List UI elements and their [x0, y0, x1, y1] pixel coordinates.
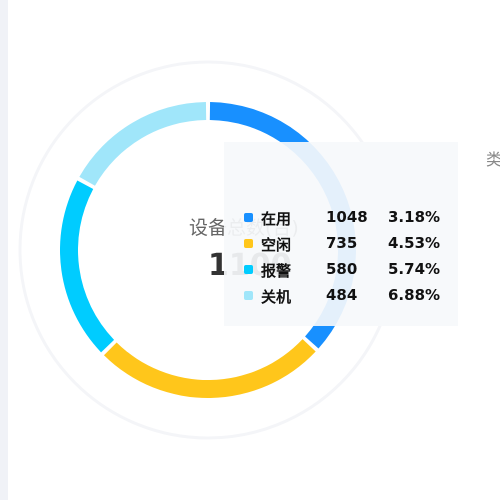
- slice-off[interactable]: [79, 102, 207, 186]
- legend-count: 580: [326, 260, 358, 278]
- legend-percent: 3.18%: [388, 208, 441, 226]
- legend-name: 关机: [261, 288, 292, 306]
- legend-swatch: [244, 265, 253, 274]
- slice-idle[interactable]: [103, 339, 316, 398]
- legend-swatch: [244, 213, 253, 222]
- clipped-header-text: 类: [486, 150, 500, 169]
- legend-swatch: [244, 239, 253, 248]
- legend-count: 1048: [326, 208, 368, 226]
- legend-name: 报警: [261, 262, 292, 280]
- legend-name: 空闲: [261, 236, 292, 254]
- legend-name: 在用: [261, 210, 292, 228]
- left-edge-strip: [0, 0, 8, 500]
- legend-panel: 在用 1048 3.18% 空闲 735 4.53% 报警 580 5.74% …: [224, 142, 458, 326]
- legend-percent: 6.88%: [388, 286, 441, 304]
- legend-count: 484: [326, 286, 358, 304]
- slice-alarm[interactable]: [59, 180, 115, 353]
- legend-swatch: [244, 291, 253, 300]
- legend-count: 735: [326, 234, 358, 252]
- legend-percent: 4.53%: [388, 234, 441, 252]
- legend-percent: 5.74%: [388, 260, 441, 278]
